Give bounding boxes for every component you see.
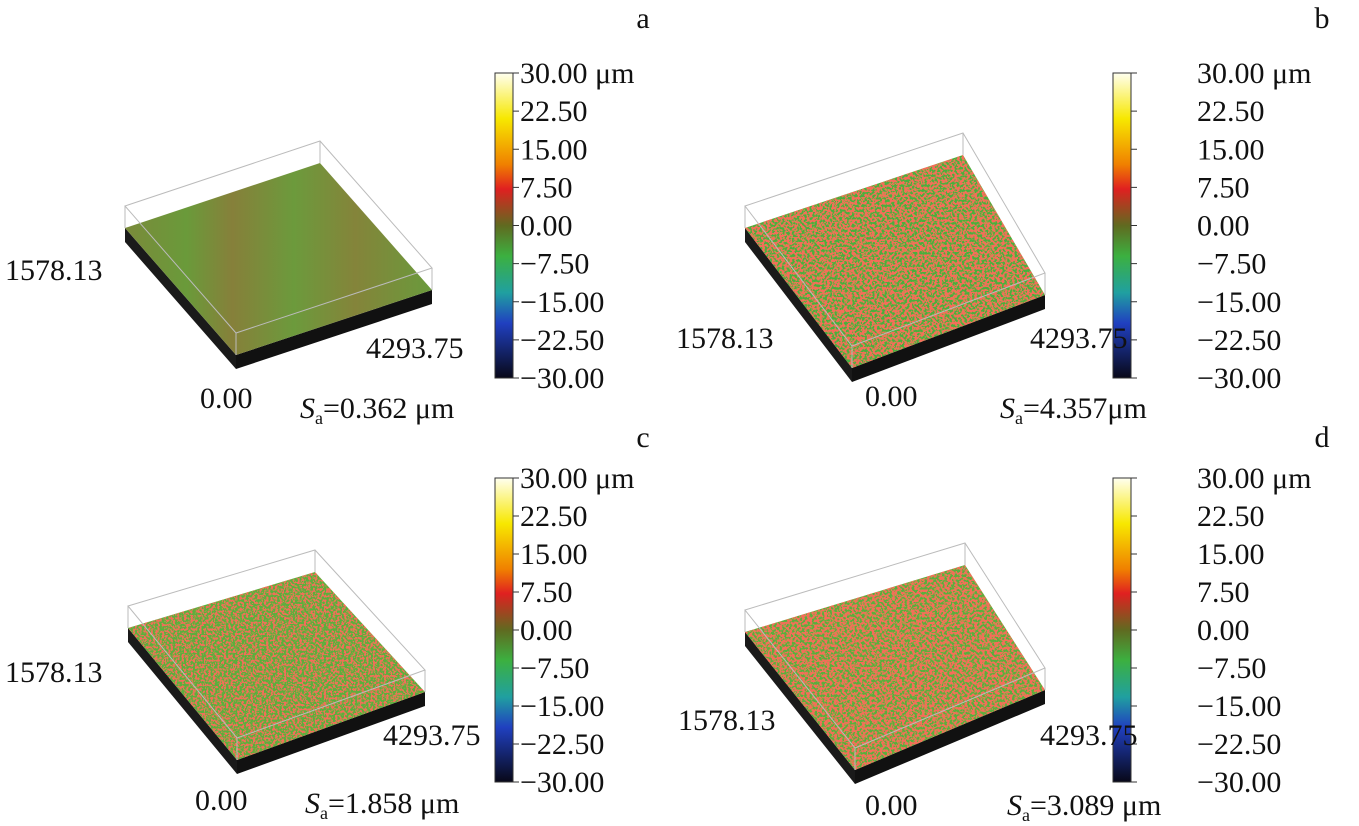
- colorbar-tick-label: 15.00: [1197, 133, 1265, 166]
- sa-value: =0.362 μm: [323, 392, 454, 425]
- roughness-label: Sa=1.858 μm: [305, 787, 459, 823]
- panel-label: d: [1315, 421, 1330, 454]
- colorbar-tick-label: 0.00: [520, 210, 573, 243]
- y-axis-label: 1578.13: [5, 656, 103, 689]
- sa-value: =3.089 μm: [1030, 789, 1161, 822]
- colorbar-tick-label: 30.00 μm: [520, 57, 634, 90]
- colorbar-tick-label: −15.00: [1197, 286, 1281, 319]
- colorbar-tick-label: −15.00: [1197, 690, 1281, 723]
- panel: 30.00 μm 22.50 15.00 7.50 0.00 −7.50 −15.00 −22…: [676, 2, 1330, 428]
- surface-side: [852, 295, 1045, 382]
- origin-label: 0.00: [200, 382, 253, 415]
- colorbar-tick-label: 0.00: [520, 614, 573, 647]
- colorbar-tick-label: −30.00: [1197, 766, 1281, 799]
- colorbar-tick-label: 7.50: [520, 576, 573, 609]
- surface: [745, 565, 1045, 770]
- colorbar-tick-label: −7.50: [520, 652, 589, 685]
- colorbar-tick-label: 0.00: [1197, 614, 1250, 647]
- x-axis-label: 4293.75: [1030, 322, 1128, 355]
- colorbar-tick-label: −22.50: [1197, 728, 1281, 761]
- colorbar-tick-label: −7.50: [1197, 652, 1266, 685]
- panel: 30.00 μm 22.50 15.00 7.50 0.00 −7.50 −15.00 −22…: [5, 421, 650, 823]
- surface-side: [125, 228, 236, 369]
- panel: 30.00 μm 22.50 15.00 7.50 0.00 −7.50 −15.00 −22…: [5, 2, 650, 428]
- colorbar-tick-label: 7.50: [520, 171, 573, 204]
- colorbar-tick-label: −15.00: [520, 286, 604, 319]
- colorbar: [494, 477, 514, 783]
- surface-side: [745, 632, 855, 784]
- sa-subscript: a: [1015, 408, 1023, 428]
- x-axis-label: 4293.75: [366, 332, 464, 365]
- panel-label: b: [1315, 2, 1330, 35]
- roughness-label: Sa=0.362 μm: [300, 392, 454, 428]
- origin-label: 0.00: [195, 784, 248, 817]
- surface-side: [745, 228, 852, 382]
- y-axis-label: 1578.13: [5, 254, 103, 287]
- colorbar-tick-label: −15.00: [520, 690, 604, 723]
- colorbar-tick-label: 0.00: [1197, 210, 1250, 243]
- sa-symbol: S: [300, 392, 315, 425]
- y-axis-label: 1578.13: [678, 704, 776, 737]
- sa-symbol: S: [1007, 789, 1022, 822]
- colorbar-tick-label: −30.00: [1197, 362, 1281, 395]
- colorbar-tick-label: 15.00: [520, 133, 588, 166]
- x-axis-label: 4293.75: [1040, 719, 1138, 752]
- panel: 30.00 μm 22.50 15.00 7.50 0.00 −7.50 −15.00 −22…: [678, 421, 1330, 825]
- colorbar-tick-label: −30.00: [520, 766, 604, 799]
- colorbar-tick-label: −7.50: [1197, 248, 1266, 281]
- sa-subscript: a: [315, 408, 323, 428]
- colorbar-tick-label: 15.00: [520, 538, 588, 571]
- colorbar-tick-label: −22.50: [520, 728, 604, 761]
- roughness-label: Sa=3.089 μm: [1007, 789, 1161, 825]
- sa-symbol: S: [1000, 392, 1015, 425]
- colorbar: [494, 72, 514, 379]
- origin-label: 0.00: [865, 380, 918, 413]
- sa-subscript: a: [1022, 805, 1030, 825]
- colorbar-tick-label: 22.50: [520, 95, 588, 128]
- y-axis-label: 1578.13: [676, 322, 774, 355]
- sa-value: =1.858 μm: [328, 787, 459, 820]
- surface-side: [128, 628, 237, 774]
- panel-label: c: [636, 421, 649, 454]
- colorbar-tick-label: 22.50: [1197, 95, 1265, 128]
- colorbar-tick-label: −30.00: [520, 362, 604, 395]
- sa-symbol: S: [305, 787, 320, 820]
- colorbar-tick-label: 22.50: [1197, 500, 1265, 533]
- colorbar-tick-label: 30.00 μm: [1197, 57, 1311, 90]
- x-axis-label: 4293.75: [383, 719, 481, 752]
- panel-label: a: [636, 2, 649, 35]
- surface: [128, 572, 425, 760]
- surface-side: [236, 290, 432, 369]
- sa-value: =4.357μm: [1023, 392, 1147, 425]
- surface: [745, 155, 1045, 368]
- colorbar-tick-label: 22.50: [520, 500, 588, 533]
- surface: [125, 163, 432, 355]
- colorbar-tick-label: 30.00 μm: [520, 462, 634, 495]
- surface-side: [237, 692, 425, 774]
- colorbar-tick-label: 7.50: [1197, 576, 1250, 609]
- origin-label: 0.00: [865, 789, 918, 822]
- surface-side: [855, 690, 1045, 784]
- colorbar-tick-label: 30.00 μm: [1197, 462, 1311, 495]
- sa-subscript: a: [320, 803, 328, 823]
- colorbar-tick-label: 15.00: [1197, 538, 1265, 571]
- roughness-label: Sa=4.357μm: [1000, 392, 1147, 428]
- colorbar-tick-label: −22.50: [1197, 324, 1281, 357]
- colorbar-tick-label: 7.50: [1197, 171, 1250, 204]
- colorbar-tick-label: −7.50: [520, 248, 589, 281]
- colorbar-tick-label: −22.50: [520, 324, 604, 357]
